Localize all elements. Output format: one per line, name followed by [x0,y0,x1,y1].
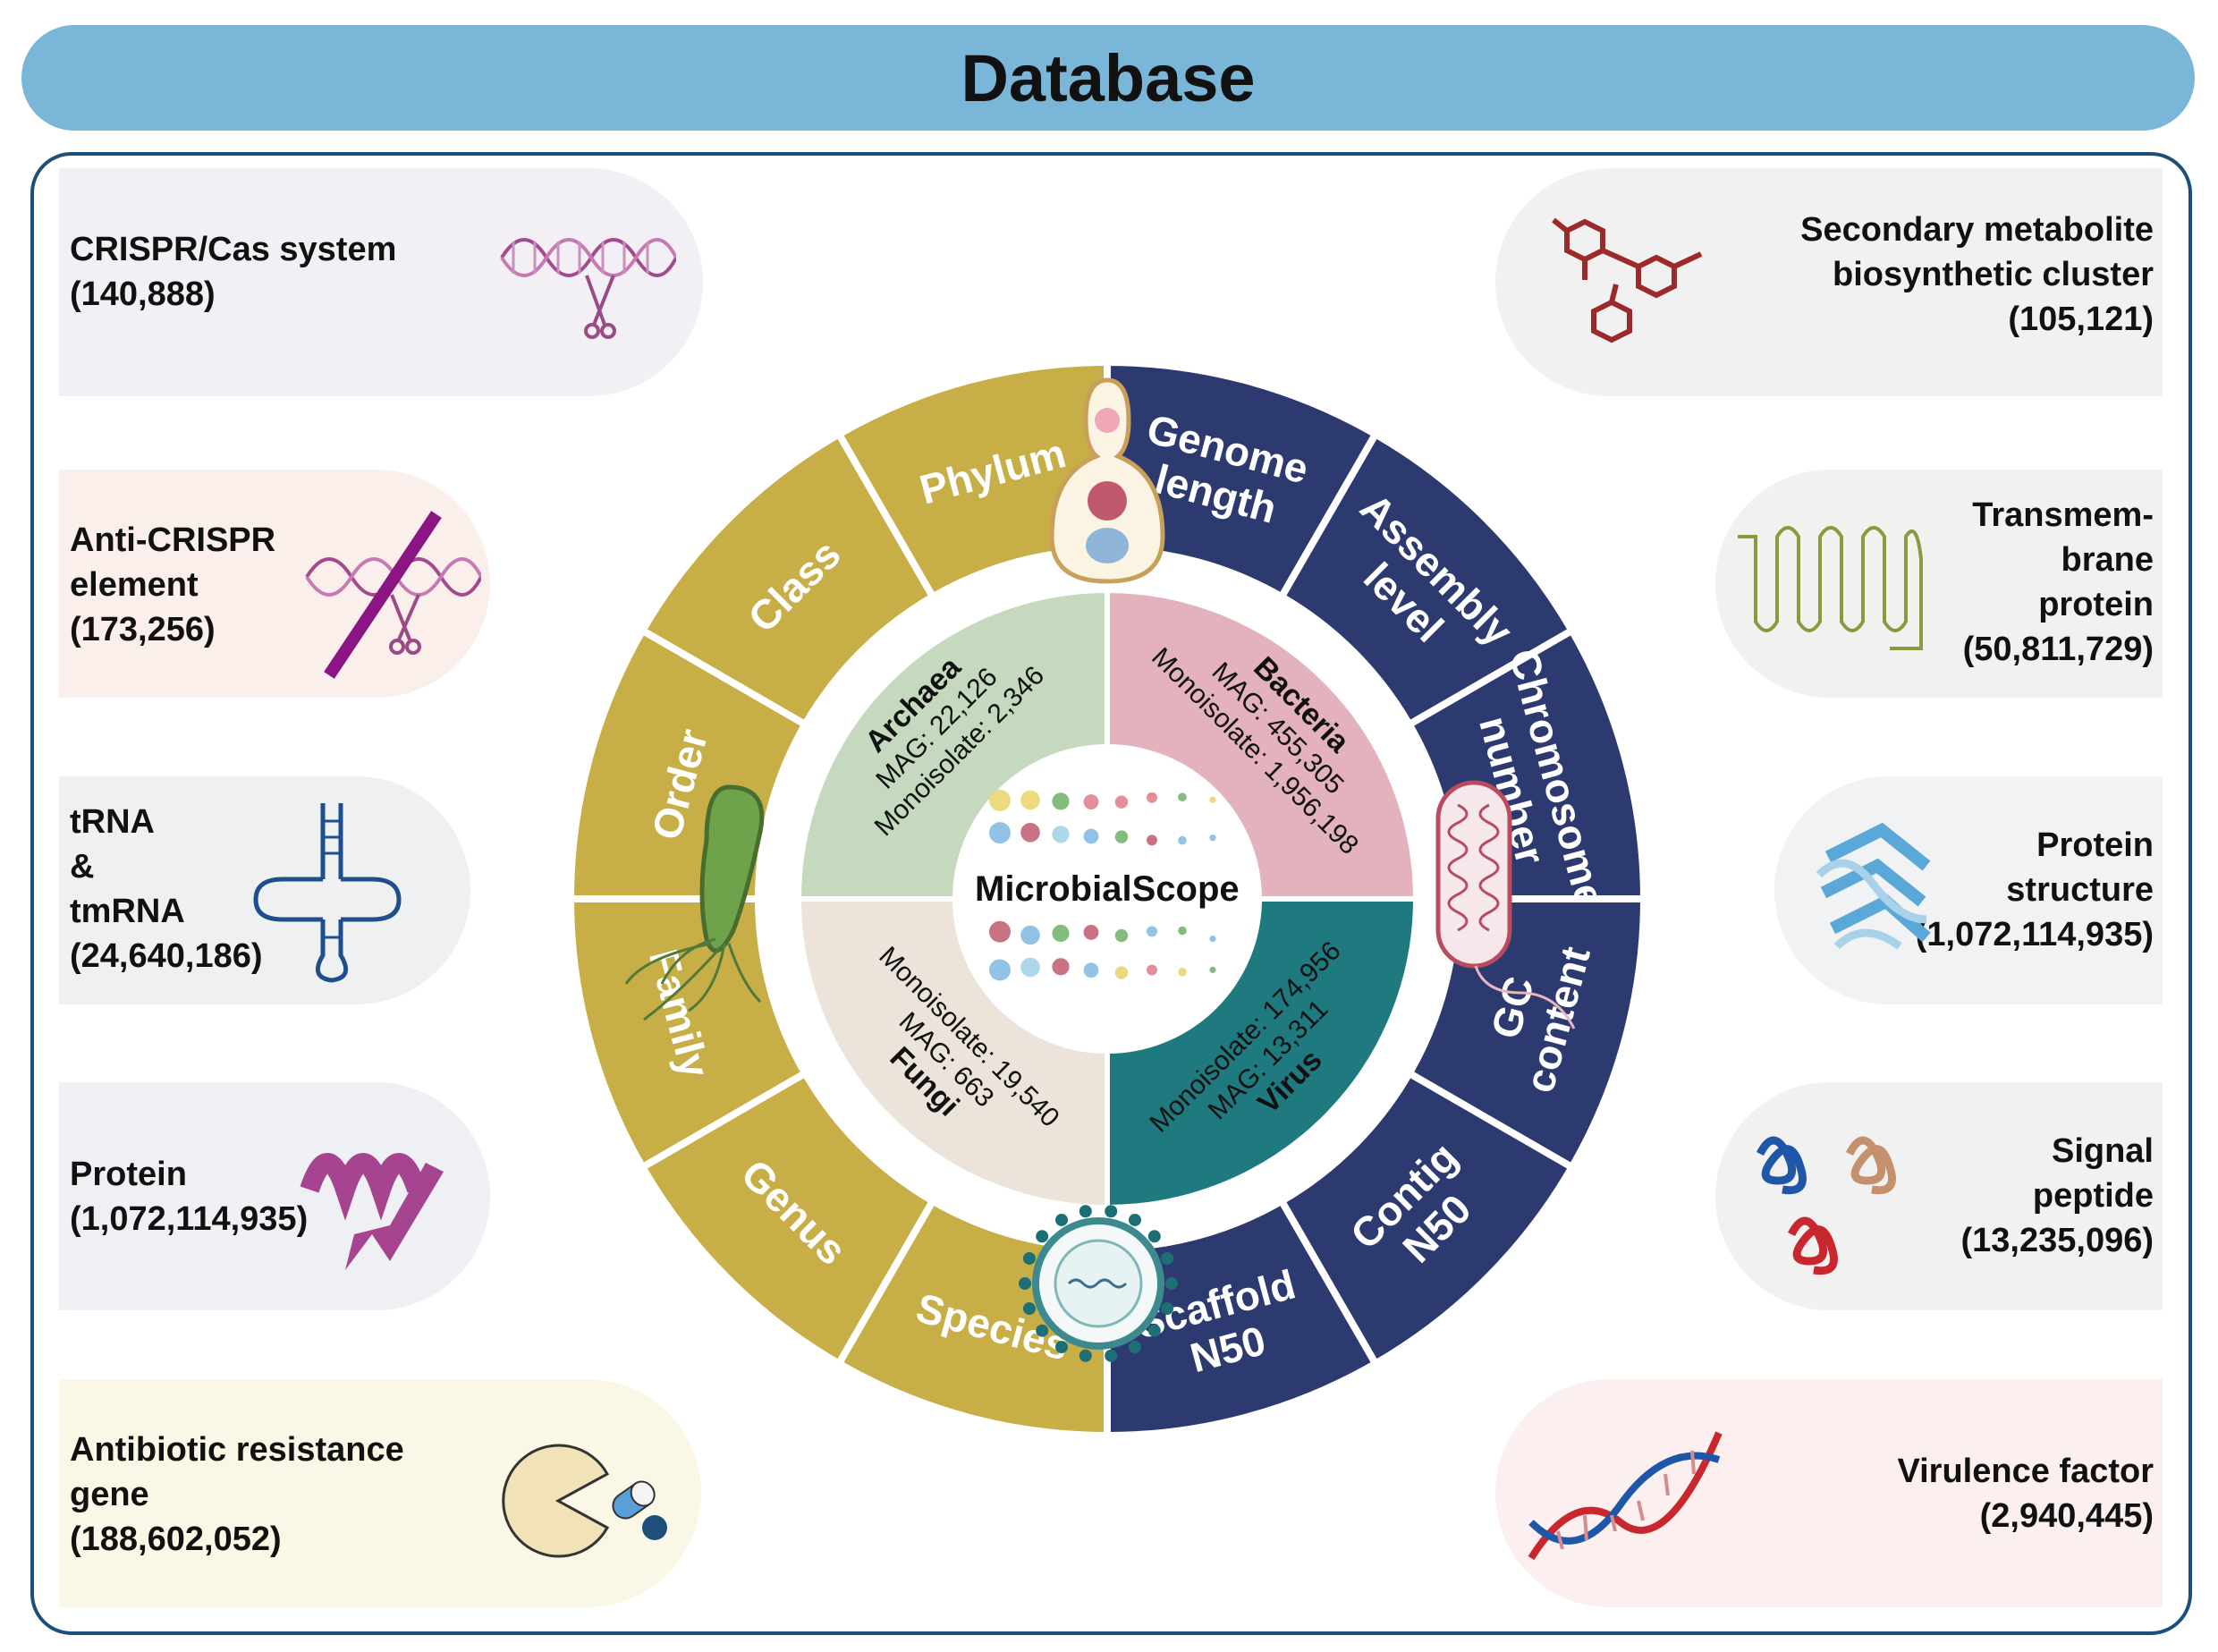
ring-segment-class: Class [637,428,938,730]
card-count: (140,888) [70,275,216,313]
ring-segment-phylum: Phylum [834,358,1111,602]
card-label: element [70,566,199,604]
card-label: brane [2061,541,2154,579]
card-count: (1,072,114,935) [70,1200,309,1238]
card-label: peptide [2032,1177,2154,1215]
center-dots [989,789,1216,981]
card-label: protein [2038,586,2154,623]
virus-illustration [1019,1205,1178,1362]
pacman-pill-icon [502,1444,667,1558]
card-trna: tRNA & tmRNA (24,640,186) [59,776,470,1004]
card-label: structure [2006,871,2154,909]
ring-segment-genus: Genus [637,1068,938,1369]
fungi-cell-illustration [1049,377,1165,584]
card-label: Signal [2051,1132,2154,1170]
center-label: MicrobialScope [975,869,1240,909]
card-count: (173,256) [70,611,216,648]
peptide-coil-icon [1756,1136,1896,1275]
card-label: Protein [2036,826,2154,864]
card-label: Protein [70,1156,187,1193]
card-count: (105,121) [2008,301,2154,338]
quadrant-virus: Monoisolate: 174,956MAG: 13,311Virus [1105,896,1419,1211]
ring-segment-assembly-level: Assemblylevel [1276,428,1578,730]
card-label: tmRNA [70,893,185,930]
ring-segment-scaffold-n50: ScaffoldN50 [1104,1196,1381,1440]
card-transmembrane: Transmem- brane protein (50,811,729) [1715,470,2163,698]
card-label: CRISPR/Cas system [70,231,397,268]
card-count: (188,602,052) [70,1521,282,1558]
card-label: tRNA [70,803,155,841]
card-label: Secondary metabolite [1800,211,2154,249]
ring-segment-contig-n50: ContigN50 [1276,1068,1578,1369]
card-count: (1,072,114,935) [1915,916,2154,953]
dna-helix-icon [1528,1431,1723,1561]
crossed-dna-icon [305,511,481,679]
card-protein: Protein (1,072,114,935) [59,1082,490,1310]
card-count: (50,811,729) [1962,631,2154,668]
transmembrane-icon [1738,526,1923,650]
page-title: Database [961,40,1256,115]
molecule-icon [1552,217,1703,343]
card-secondary-metabolite: Secondary metabolite biosynthetic cluste… [1495,168,2163,396]
ring-segment-family: Family [566,895,810,1173]
card-antibiotic: Antibiotic resistance gene (188,602,052) [59,1379,701,1607]
card-signal-peptide: Signal peptide (13,235,096) [1715,1082,2163,1310]
trna-icon [253,803,402,983]
archaea-illustration [624,784,765,1021]
bacteria-illustration [1435,780,1576,1029]
species-quadrants: ArchaeaMAG: 22,126Monoisolate: 2,346 Bact… [795,587,1419,1211]
card-crispr-cas: CRISPR/Cas system (140,888) [59,168,703,396]
card-label: gene [70,1476,149,1513]
dna-scissors-icon [500,238,676,339]
title-banner: Database [21,25,2195,131]
card-virulence-factor: Virulence factor (2,940,445) [1495,1379,2163,1607]
card-label: Antibiotic resistance [70,1431,404,1469]
quadrant-archaea: ArchaeaMAG: 22,126Monoisolate: 2,346 [795,587,1110,902]
card-count: (13,235,096) [1960,1222,2155,1259]
card-anti-crispr: Anti-CRISPR element (173,256) [59,470,490,698]
card-label: Virulence factor [1897,1453,2154,1490]
card-count: (24,640,186) [70,937,263,975]
protein-structure-icon [1816,822,1931,950]
card-label: biosynthetic cluster [1833,256,2154,293]
card-count: (2,940,445) [1979,1497,2154,1535]
ring-segment-genome-length: Genomelength [1104,358,1381,602]
card-protein-structure: Protein structure (1,072,114,935) [1774,776,2163,1004]
protein-ribbon-icon [300,1153,444,1270]
content-frame [30,152,2192,1635]
card-label: & [70,848,95,885]
card-label: Transmem- [1972,496,2154,534]
card-label: Anti-CRISPR [70,521,276,559]
